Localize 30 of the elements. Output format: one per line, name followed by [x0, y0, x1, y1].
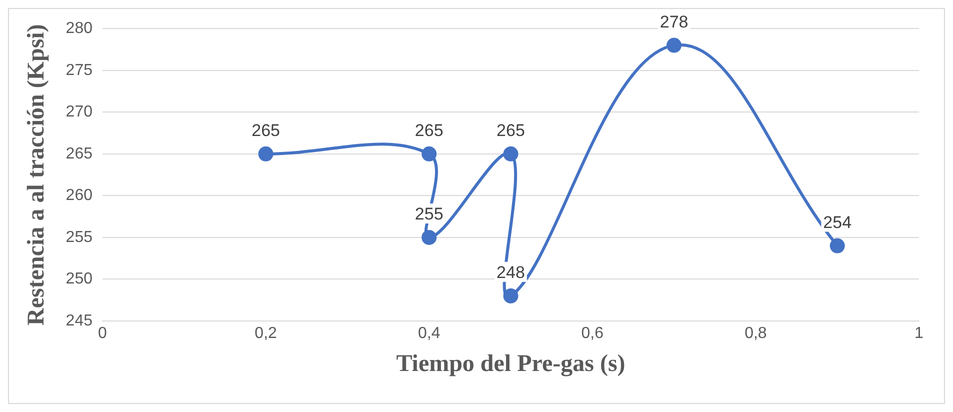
data-label: 255: [414, 204, 444, 224]
y-tick-label: 260: [66, 187, 93, 204]
point: [422, 146, 437, 162]
y-tick-label: 245: [66, 312, 93, 330]
y-tick-label: 265: [66, 145, 93, 162]
data-label: 265: [414, 121, 444, 140]
x-tick-label: 0,8: [744, 325, 767, 342]
point: [503, 288, 518, 304]
y-tick-label: 250: [66, 270, 93, 288]
data-label: 278: [660, 12, 688, 32]
data-label: 248: [496, 263, 525, 282]
data-label: 265: [252, 121, 280, 140]
x-tick-label: 1: [914, 325, 924, 342]
point: [258, 146, 274, 162]
y-tick-label: 280: [66, 20, 93, 38]
point: [503, 146, 518, 162]
y-tick-label: 270: [66, 104, 93, 121]
y-tick-label: 255: [66, 228, 93, 246]
x-axis-title: Tiempo del Pre-gas (s): [396, 350, 626, 377]
point: [666, 38, 682, 53]
x-tick-label: 0,4: [418, 325, 440, 342]
y-axis-title: Restencia a al tracción (Kpsi): [24, 24, 50, 326]
x-tick-label: 0: [98, 325, 108, 342]
x-tick-label: 0,6: [581, 325, 604, 342]
y-tick-label: 275: [66, 62, 93, 79]
data-label: 254: [823, 213, 852, 232]
data-label: 265: [496, 121, 525, 140]
x-tick-label: 0,2: [254, 325, 278, 342]
point: [830, 238, 845, 254]
point: [422, 230, 437, 245]
